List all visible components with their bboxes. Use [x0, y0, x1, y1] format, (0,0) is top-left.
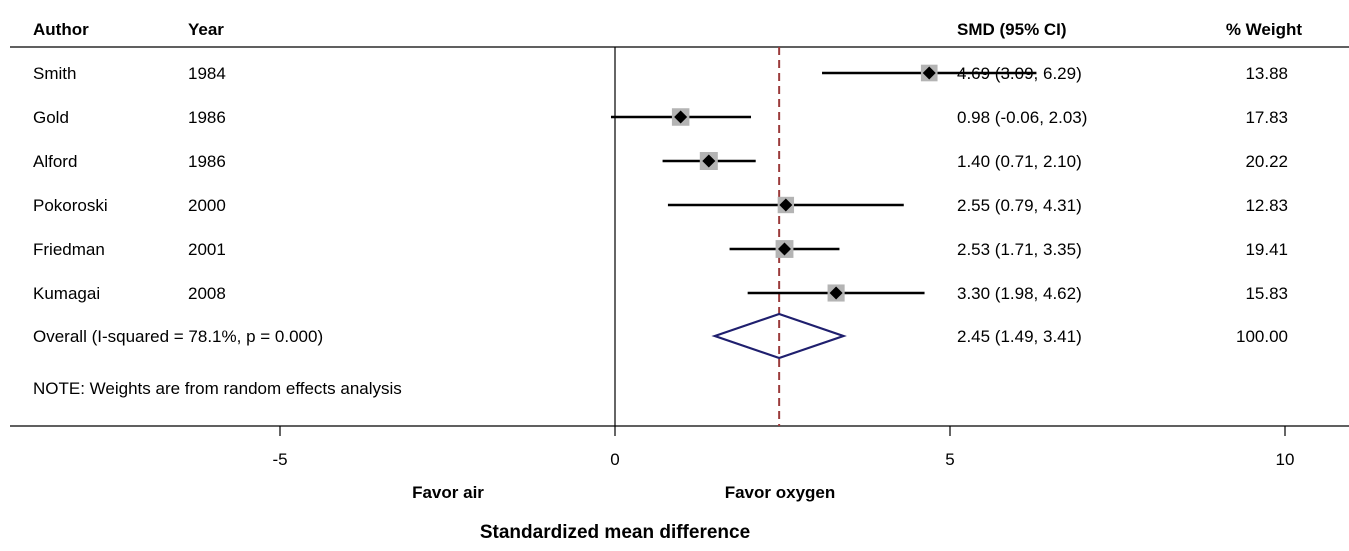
favor-left-label: Favor air [412, 483, 484, 502]
weights-note: NOTE: Weights are from random effects an… [33, 379, 402, 398]
study-year: 2008 [188, 284, 226, 303]
header-author: Author [33, 20, 89, 39]
study-year: 1986 [188, 108, 226, 127]
study-row: Smith 1984 4.69 (3.09, 6.29) 13.88 [33, 64, 1288, 83]
study-ci-text: 3.30 (1.98, 4.62) [957, 284, 1082, 303]
study-row: Kumagai 2008 3.30 (1.98, 4.62) 15.83 [33, 284, 1288, 303]
study-row: Friedman 2001 2.53 (1.71, 3.35) 19.41 [33, 240, 1288, 259]
point-estimate [702, 154, 716, 168]
point-estimate [922, 66, 936, 80]
study-weight-text: 20.22 [1245, 152, 1288, 171]
study-author: Alford [33, 152, 77, 171]
study-weight-text: 13.88 [1245, 64, 1288, 83]
study-weight-text: 12.83 [1245, 196, 1288, 215]
study-row: Gold 1986 0.98 (-0.06, 2.03) 17.83 [33, 108, 1288, 127]
x-axis-title: Standardized mean difference [480, 522, 750, 543]
point-estimate [829, 286, 843, 300]
point-estimate [674, 110, 688, 124]
x-tick-label: 0 [610, 450, 619, 469]
study-author: Kumagai [33, 284, 100, 303]
study-year: 1984 [188, 64, 226, 83]
x-tick-label: -5 [272, 450, 287, 469]
header-weight: % Weight [1226, 20, 1303, 39]
overall-ci-text: 2.45 (1.49, 3.41) [957, 327, 1082, 346]
overall-label: Overall (I-squared = 78.1%, p = 0.000) [33, 327, 323, 346]
header-year: Year [188, 20, 224, 39]
study-rows: Smith 1984 4.69 (3.09, 6.29) 13.88 Gold 1986 0… [33, 64, 1288, 303]
study-row: Pokoroski 2000 2.55 (0.79, 4.31) 12.83 [33, 196, 1288, 215]
study-weight-text: 19.41 [1245, 240, 1288, 259]
study-author: Friedman [33, 240, 105, 259]
study-author: Pokoroski [33, 196, 108, 215]
study-row: Alford 1986 1.40 (0.71, 2.10) 20.22 [33, 152, 1288, 171]
study-ci-text: 2.53 (1.71, 3.35) [957, 240, 1082, 259]
study-author: Gold [33, 108, 69, 127]
x-tick-label: 5 [945, 450, 954, 469]
study-ci-text: 0.98 (-0.06, 2.03) [957, 108, 1087, 127]
favor-right-label: Favor oxygen [725, 483, 836, 502]
study-weight-text: 17.83 [1245, 108, 1288, 127]
study-ci-text: 4.69 (3.09, 6.29) [957, 64, 1082, 83]
study-year: 2001 [188, 240, 226, 259]
study-year: 1986 [188, 152, 226, 171]
overall-weight-text: 100.00 [1236, 327, 1288, 346]
study-weight-text: 15.83 [1245, 284, 1288, 303]
study-year: 2000 [188, 196, 226, 215]
header-smd-ci: SMD (95% CI) [957, 20, 1067, 39]
x-tick-label: 10 [1276, 450, 1295, 469]
point-estimate [778, 242, 792, 256]
study-ci-text: 2.55 (0.79, 4.31) [957, 196, 1082, 215]
study-ci-text: 1.40 (0.71, 2.10) [957, 152, 1082, 171]
point-estimate [779, 198, 793, 212]
study-author: Smith [33, 64, 76, 83]
overall-diamond [711, 312, 847, 360]
